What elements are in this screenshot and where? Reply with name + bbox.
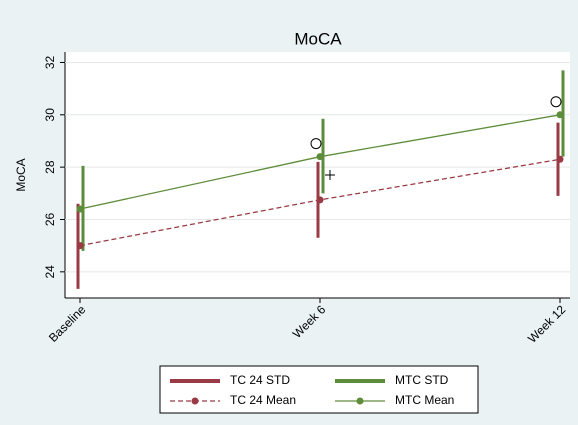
legend-label: TC 24 STD <box>230 373 290 387</box>
legend-label: MTC Mean <box>395 393 454 407</box>
legend-marker <box>191 397 199 405</box>
plus-marker <box>325 170 335 180</box>
y-tick-label: 24 <box>43 265 57 279</box>
legend-marker <box>356 397 364 405</box>
mean-marker <box>556 155 564 163</box>
legend-label: TC 24 Mean <box>230 393 296 407</box>
mean-marker <box>316 153 324 161</box>
y-tick-label: 30 <box>43 108 57 122</box>
mean-marker <box>556 111 564 119</box>
mean-marker <box>316 196 324 204</box>
outlier-circle <box>310 138 322 150</box>
y-tick-label: 28 <box>43 160 57 174</box>
outlier-circle <box>550 96 562 108</box>
mean-marker <box>76 205 84 213</box>
y-axis-label: MoCA <box>14 158 28 191</box>
mean-marker <box>76 242 84 250</box>
chart-title: MoCA <box>294 29 342 48</box>
y-tick-label: 32 <box>43 55 57 69</box>
legend <box>159 365 479 414</box>
legend-label: MTC STD <box>395 373 449 387</box>
y-tick-label: 26 <box>43 212 57 226</box>
